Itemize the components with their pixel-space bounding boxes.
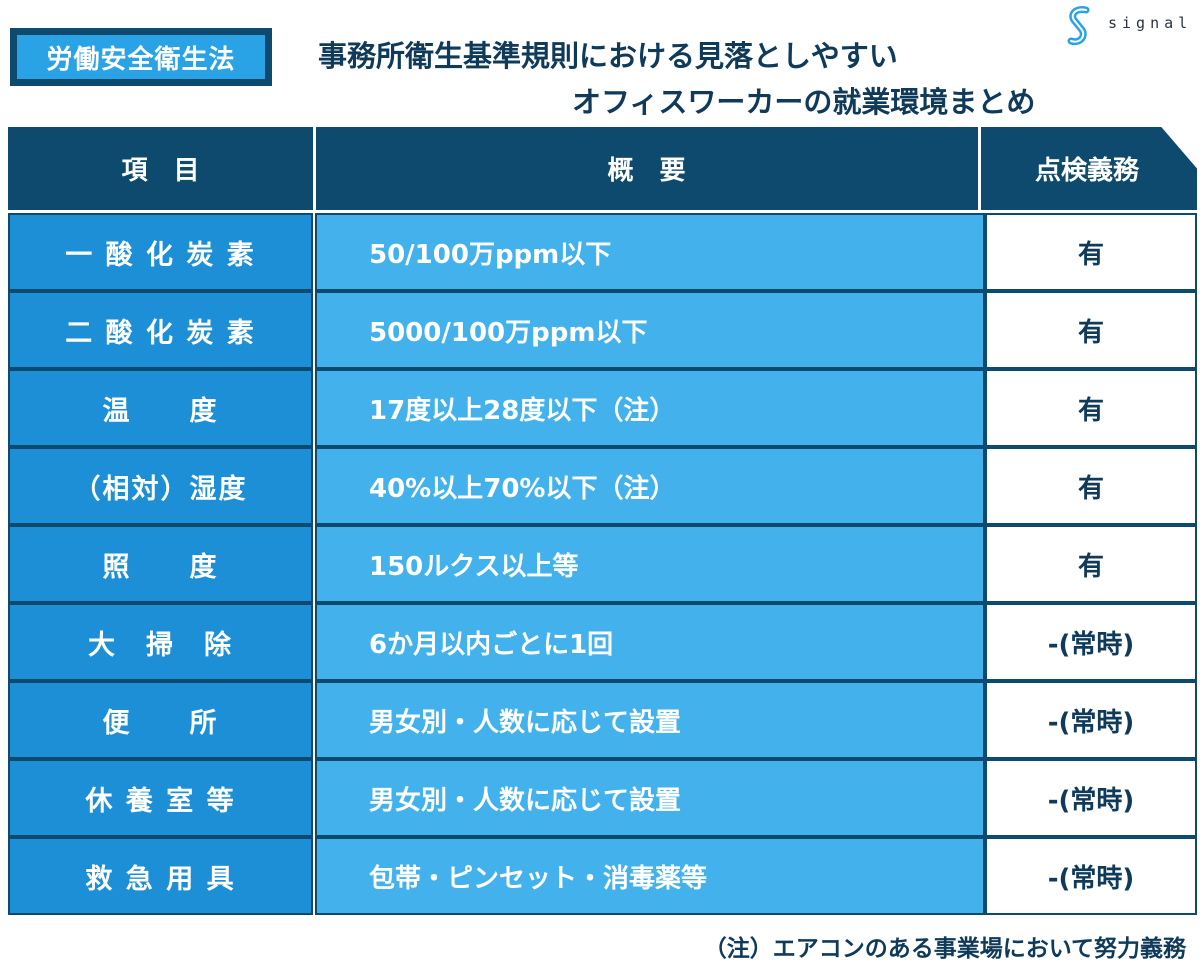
row-check: -(常時) bbox=[985, 603, 1197, 681]
row-item: 便 所 bbox=[8, 681, 313, 759]
row-item: 照 度 bbox=[8, 525, 313, 603]
row-summary: 5000/100万ppm以下 bbox=[315, 291, 985, 369]
table-row: 照 度 150ルクス以上等 有 bbox=[8, 525, 1197, 603]
page-title-line1: 事務所衛生基準規則における見落としやすい bbox=[318, 39, 898, 73]
row-check: 有 bbox=[985, 525, 1197, 603]
table-row: 温 度 17度以上28度以下（注） 有 bbox=[8, 369, 1197, 447]
table-row: 一 酸 化 炭 素 50/100万ppm以下 有 bbox=[8, 213, 1197, 291]
table-row: 大 掃 除 6か月以内ごとに1回 -(常時) bbox=[8, 603, 1197, 681]
footnote: （注）エアコンのある事業場において努力義務 bbox=[703, 936, 1186, 962]
row-item: （相対）湿度 bbox=[8, 447, 313, 525]
row-summary: 包帯・ピンセット・消毒薬等 bbox=[315, 837, 985, 915]
row-summary: 17度以上28度以下（注） bbox=[315, 369, 985, 447]
row-summary: 50/100万ppm以下 bbox=[315, 213, 985, 291]
table-header bbox=[8, 127, 1197, 210]
logo-text: signal bbox=[1108, 14, 1193, 32]
row-summary: 6か月以内ごとに1回 bbox=[315, 603, 985, 681]
header-summary: 概 要 bbox=[607, 156, 686, 186]
signal-s-logo-icon bbox=[1067, 6, 1090, 46]
table-row: （相対）湿度 40%以上70%以下（注） 有 bbox=[8, 447, 1197, 525]
row-check: -(常時) bbox=[985, 759, 1197, 837]
law-badge: 労働安全衛生法 bbox=[10, 28, 272, 86]
header-item: 項 目 bbox=[121, 156, 200, 186]
law-badge-label: 労働安全衛生法 bbox=[17, 35, 265, 79]
row-item: 二 酸 化 炭 素 bbox=[8, 291, 313, 369]
table-row: 便 所 男女別・人数に応じて設置 -(常時) bbox=[8, 681, 1197, 759]
page-title-line2: オフィスワーカーの就業環境まとめ bbox=[572, 85, 1036, 119]
row-check: 有 bbox=[985, 447, 1197, 525]
row-item: 一 酸 化 炭 素 bbox=[8, 213, 313, 291]
header-divider bbox=[978, 127, 981, 210]
row-check: 有 bbox=[985, 213, 1197, 291]
table-row: 休 養 室 等 男女別・人数に応じて設置 -(常時) bbox=[8, 759, 1197, 837]
row-summary: 40%以上70%以下（注） bbox=[315, 447, 985, 525]
row-item: 温 度 bbox=[8, 369, 313, 447]
signal-logo bbox=[1067, 6, 1090, 46]
row-item: 救 急 用 具 bbox=[8, 837, 313, 915]
table-row: 救 急 用 具 包帯・ピンセット・消毒薬等 -(常時) bbox=[8, 837, 1197, 915]
row-check: 有 bbox=[985, 369, 1197, 447]
row-summary: 150ルクス以上等 bbox=[315, 525, 985, 603]
table-row: 二 酸 化 炭 素 5000/100万ppm以下 有 bbox=[8, 291, 1197, 369]
row-check: -(常時) bbox=[985, 837, 1197, 915]
header-divider bbox=[313, 127, 316, 210]
row-summary: 男女別・人数に応じて設置 bbox=[315, 681, 985, 759]
row-item: 休 養 室 等 bbox=[8, 759, 313, 837]
row-summary: 男女別・人数に応じて設置 bbox=[315, 759, 985, 837]
row-check: -(常時) bbox=[985, 681, 1197, 759]
row-check: 有 bbox=[985, 291, 1197, 369]
row-item: 大 掃 除 bbox=[8, 603, 313, 681]
header-check: 点検義務 bbox=[1034, 156, 1139, 186]
